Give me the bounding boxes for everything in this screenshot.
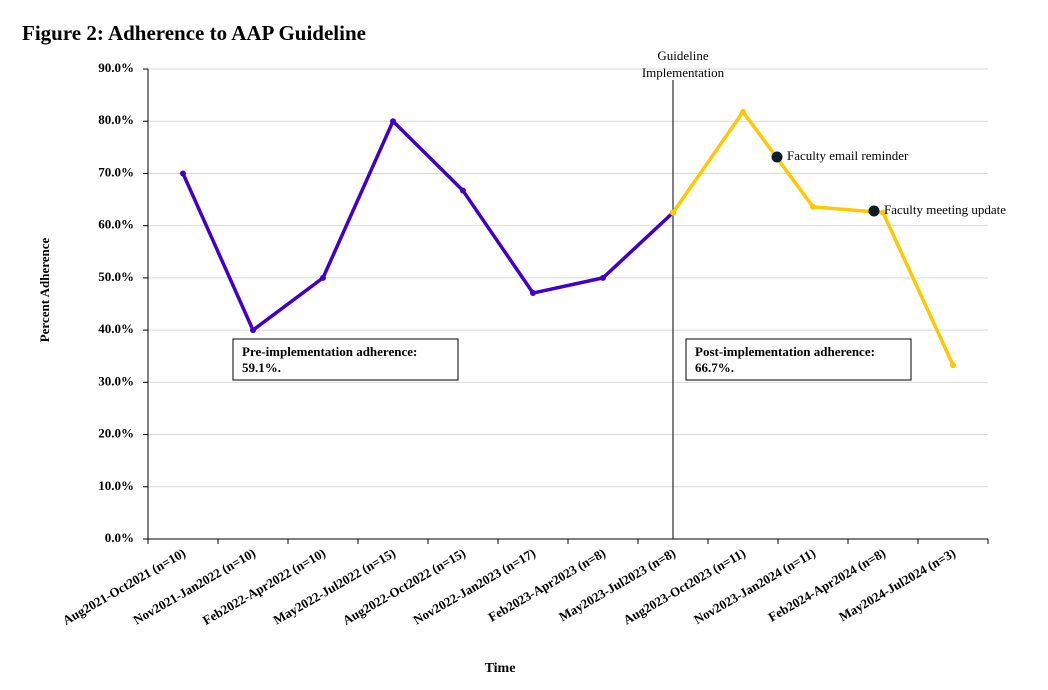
y-axis-label: Percent Adherence: [37, 237, 52, 342]
x-tick-label: Aug2021-Oct2021 (n=10): [60, 545, 188, 628]
event-marker: [771, 151, 783, 163]
point: [390, 118, 396, 125]
x-tick-label: Nov2023-Jan2024 (n=11): [691, 545, 818, 627]
x-tick-label: Nov2022-Jan2023 (n=17): [411, 545, 538, 627]
x-tick-label: Aug2022-Oct2022 (n=15): [340, 545, 468, 628]
series-line: [181, 119, 675, 332]
chart-title: Figure 2: Adherence to AAP Guideline: [22, 21, 366, 45]
point: [740, 108, 746, 115]
point: [880, 209, 886, 216]
y-tick-label: 60.0%: [98, 217, 134, 232]
point: [600, 274, 606, 281]
x-tick-label: Aug2023-Oct2023 (n=11): [621, 545, 748, 627]
x-axis-label: Time: [485, 661, 516, 676]
y-tick-label: 30.0%: [98, 373, 134, 388]
event-marker: [868, 205, 880, 217]
x-tick-label: May2022-Jul2022 (n=15): [271, 545, 398, 627]
y-tick-label: 50.0%: [98, 269, 134, 284]
point: [320, 274, 326, 281]
box-value: 66.7%.: [695, 360, 734, 375]
y-tick-label: 90.0%: [98, 60, 134, 75]
x-tick-label: Feb2023-Apr2023 (n=8): [486, 545, 608, 624]
y-tick-label: 0.0%: [105, 530, 134, 545]
implementation-label-line: Implementation: [642, 65, 725, 80]
point: [810, 203, 816, 210]
x-tick-label: May2023-Jul2023 (n=8): [556, 545, 678, 624]
box-value: 59.1%.: [242, 360, 281, 375]
annotation-box: [685, 338, 912, 381]
event-label: Faculty meeting update: [884, 202, 1006, 217]
point: [950, 362, 956, 369]
y-tick-label: 20.0%: [98, 426, 134, 441]
implementation-label: Guideline Implementation: [642, 48, 725, 80]
point: [530, 290, 536, 297]
x-tick-label: Feb2024-Apr2024 (n=8): [766, 545, 888, 624]
point: [180, 170, 186, 177]
point: [670, 209, 676, 216]
y-tick-label: 80.0%: [98, 112, 134, 127]
x-tick-label: Nov2021-Jan2022 (n=10): [131, 545, 258, 627]
x-tick-label: May2024-Jul2024 (n=3): [836, 545, 958, 624]
x-tick-label: Feb2022-Apr2022 (n=10): [200, 545, 328, 628]
y-tick-label: 70.0%: [98, 164, 134, 179]
implementation-label-line: Guideline: [657, 48, 708, 63]
point: [460, 187, 466, 194]
y-tick-label: 10.0%: [98, 478, 134, 493]
point: [250, 327, 256, 334]
annotation-box: [232, 338, 459, 381]
event-label: Faculty email reminder: [787, 148, 909, 163]
box-heading: Post-implementation adherence:: [695, 344, 875, 359]
y-tick-label: 40.0%: [98, 321, 134, 336]
box-heading: Pre-implementation adherence:: [242, 344, 417, 359]
